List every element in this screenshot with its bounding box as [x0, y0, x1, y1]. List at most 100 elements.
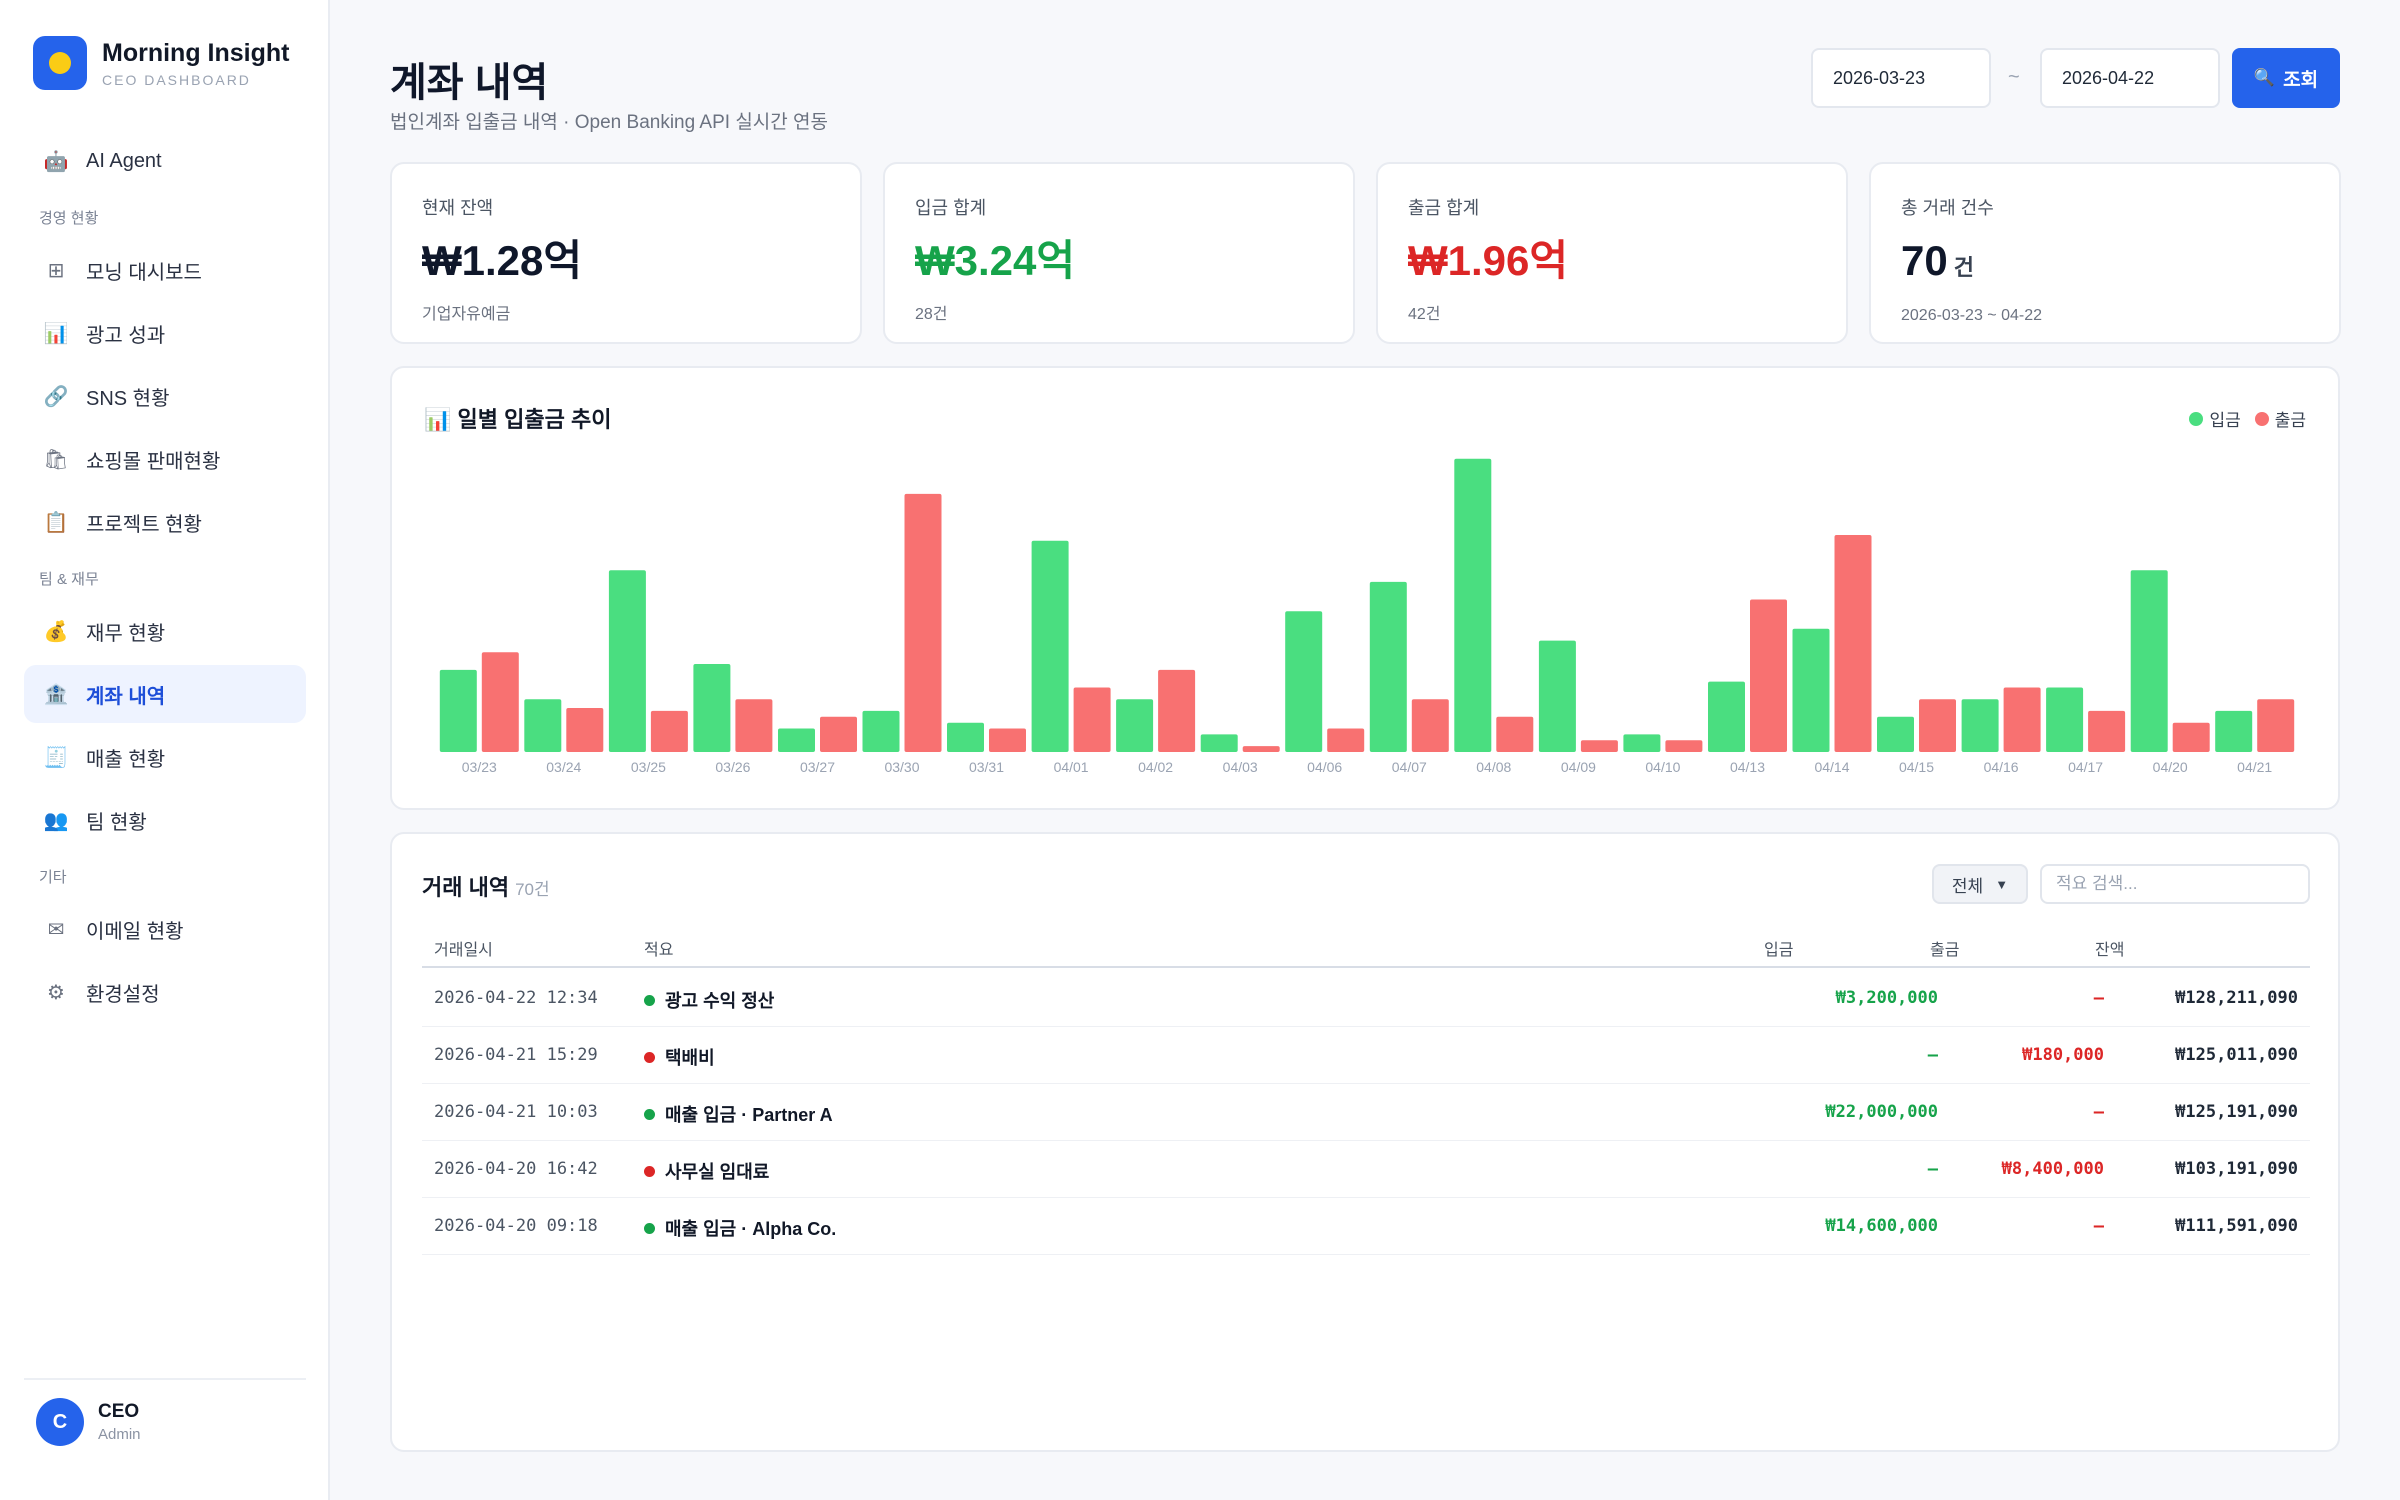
bar-out-04-16[interactable] — [2003, 687, 2041, 753]
bar-out-03-26[interactable] — [735, 699, 773, 752]
sidebar-item-settings[interactable]: ⚙ 환경설정 — [24, 963, 306, 1021]
bar-in-04-15[interactable] — [1877, 716, 1914, 752]
x-tick-label: 03/30 — [884, 759, 919, 775]
column-header-balance[interactable]: 잔액 — [2095, 942, 2125, 959]
bar-in-04-07[interactable] — [1369, 581, 1407, 752]
filter-select-value: 전체 — [1951, 876, 1984, 896]
kpi-card-withdrawal-total: 출금 합계 ₩1.96억 42건 — [1376, 162, 1848, 344]
bar-in-04-17[interactable] — [2046, 687, 2084, 753]
column-header-date[interactable]: 거래일시 — [434, 942, 493, 959]
type-filter-select[interactable]: 전체 ▼ — [1932, 864, 2028, 904]
bar-in-04-13[interactable] — [1708, 681, 1745, 752]
table-row[interactable]: 2026-04-20 16:42 사무실 임대료 — ₩8,400,000 ₩1… — [422, 1141, 2310, 1198]
bar-in-04-06[interactable] — [1285, 611, 1323, 752]
table-row[interactable]: 2026-04-21 15:29 택배비 — ₩180,000 ₩125,011… — [422, 1027, 2310, 1084]
sidebar-item-finance[interactable]: 💰 재무 현황 — [24, 602, 306, 660]
row-balance: ₩125,191,090 — [2175, 1102, 2298, 1122]
date-from-input[interactable] — [1811, 48, 1991, 108]
sidebar-item-revenue[interactable]: 🧾 매출 현황 — [24, 728, 306, 786]
bar-in-04-01[interactable] — [1031, 540, 1069, 752]
bar-out-04-07[interactable] — [1411, 699, 1449, 752]
column-header-desc[interactable]: 적요 — [644, 942, 674, 959]
bar-out-03-31[interactable] — [989, 728, 1026, 753]
bar-in-03-23[interactable] — [439, 669, 477, 752]
sidebar-item-email[interactable]: ✉ 이메일 현황 — [24, 900, 306, 958]
sidebar-section-title: 경영 현황 — [39, 210, 99, 227]
brand[interactable]: Morning Insight CEO DASHBOARD — [33, 36, 289, 90]
bar-out-04-02[interactable] — [1158, 669, 1196, 752]
sidebar-item-morning-dashboard[interactable]: ⊞ 모닝 대시보드 — [24, 241, 306, 299]
bar-in-04-09[interactable] — [1538, 640, 1576, 752]
sidebar-item-sns[interactable]: 🔗 SNS 현황 — [24, 367, 306, 425]
bar-in-03-26[interactable] — [693, 664, 731, 752]
bar-in-04-02[interactable] — [1116, 699, 1154, 752]
kpi-label: 총 거래 건수 — [1901, 198, 1994, 218]
bar-out-04-03[interactable] — [1242, 746, 1280, 752]
bar-in-04-20[interactable] — [2130, 570, 2168, 752]
query-button[interactable]: 🔍 조회 — [2232, 48, 2340, 108]
user-role: Admin — [98, 1426, 141, 1443]
bar-out-03-24[interactable] — [566, 708, 604, 752]
bar-out-03-23[interactable] — [481, 652, 519, 752]
column-header-out[interactable]: 출금 — [1930, 942, 1960, 959]
sidebar-item-team[interactable]: 👥 팀 현황 — [24, 791, 306, 849]
table-row[interactable]: 2026-04-22 12:34 광고 수익 정산 ₩3,200,000 — ₩… — [422, 970, 2310, 1027]
bar-out-04-09[interactable] — [1580, 740, 1618, 752]
row-balance: ₩111,591,090 — [2175, 1216, 2298, 1236]
bar-in-04-08[interactable] — [1454, 458, 1492, 752]
clipboard-icon: 📋 — [43, 511, 69, 534]
transactions-card: 거래 내역 70건 전체 ▼ 거래일시 적요 입금 출금 잔액 2026-04-2… — [390, 832, 2340, 1452]
table-row[interactable]: 2026-04-21 10:03 매출 입금 · Partner A ₩22,0… — [422, 1084, 2310, 1141]
daily-flow-chart: 03/23 03/24 03/25 03/26 03/27 03/30 03/31 04/01… — [439, 458, 2295, 775]
bar-in-04-14[interactable] — [1792, 628, 1830, 752]
bar-out-04-08[interactable] — [1496, 716, 1534, 752]
bar-in-03-31[interactable] — [947, 722, 984, 752]
row-balance: ₩128,211,090 — [2175, 988, 2298, 1008]
page-subtitle: 법인계좌 입출금 내역 · Open Banking API 실시간 연동 — [390, 112, 828, 133]
sidebar-item-account-history[interactable]: 🏦 계좌 내역 — [24, 665, 306, 723]
robot-icon: 🤖 — [43, 150, 69, 173]
bar-out-04-21[interactable] — [2257, 699, 2295, 752]
bar-out-04-06[interactable] — [1327, 728, 1365, 753]
bar-out-03-30[interactable] — [904, 493, 942, 752]
bar-out-04-17[interactable] — [2088, 710, 2126, 752]
bar-in-03-25[interactable] — [608, 570, 646, 752]
sidebar-item-projects[interactable]: 📋 프로젝트 현황 — [24, 493, 306, 551]
table-row[interactable]: 2026-04-20 09:18 매출 입금 · Alpha Co. ₩14,6… — [422, 1198, 2310, 1255]
withdrawal-dot-icon — [644, 1165, 655, 1177]
bar-out-04-14[interactable] — [1834, 535, 1872, 752]
user-name: CEO — [98, 1401, 140, 1422]
bar-out-04-13[interactable] — [1750, 599, 1787, 753]
date-to-input[interactable] — [2040, 48, 2220, 108]
bar-in-04-21[interactable] — [2215, 710, 2253, 752]
bar-out-04-15[interactable] — [1919, 699, 1956, 752]
column-header-in[interactable]: 입금 — [1764, 942, 1794, 959]
user-profile[interactable]: C CEO Admin — [24, 1378, 306, 1446]
row-desc-text: 사무실 임대료 — [665, 1162, 770, 1182]
sidebar-item-ad-performance[interactable]: 📊 광고 성과 — [24, 304, 306, 362]
bar-in-03-27[interactable] — [778, 728, 815, 753]
kpi-note: 42건 — [1408, 306, 1441, 323]
chevron-down-icon: ▼ — [1995, 876, 2009, 892]
bar-out-03-27[interactable] — [820, 716, 857, 752]
sidebar-item-ai-agent[interactable]: 🤖 AI Agent — [24, 132, 306, 190]
row-deposit: — — [1927, 1159, 1938, 1179]
avatar: C — [36, 1398, 84, 1446]
page-title: 계좌 내역 — [390, 61, 549, 105]
query-button-label: 조회 — [2283, 69, 2319, 91]
bar-in-04-16[interactable] — [1961, 699, 1999, 752]
x-tick-label: 03/23 — [462, 759, 497, 775]
description-search-input[interactable] — [2040, 864, 2310, 904]
brand-subtitle: CEO DASHBOARD — [102, 72, 251, 88]
bar-out-04-10[interactable] — [1665, 740, 1703, 752]
bar-out-04-01[interactable] — [1073, 687, 1111, 753]
bar-in-03-30[interactable] — [862, 710, 900, 752]
bar-out-04-20[interactable] — [2172, 722, 2210, 752]
sidebar-item-shop-sales[interactable]: 🛍 쇼핑몰 판매현황 — [24, 430, 306, 488]
x-tick-label: 04/20 — [2153, 759, 2188, 775]
bar-in-04-03[interactable] — [1200, 734, 1238, 752]
sidebar-item-label: 팀 현황 — [86, 811, 147, 834]
bar-in-04-10[interactable] — [1623, 734, 1661, 752]
bar-out-03-25[interactable] — [650, 710, 688, 752]
bar-in-03-24[interactable] — [524, 699, 562, 752]
